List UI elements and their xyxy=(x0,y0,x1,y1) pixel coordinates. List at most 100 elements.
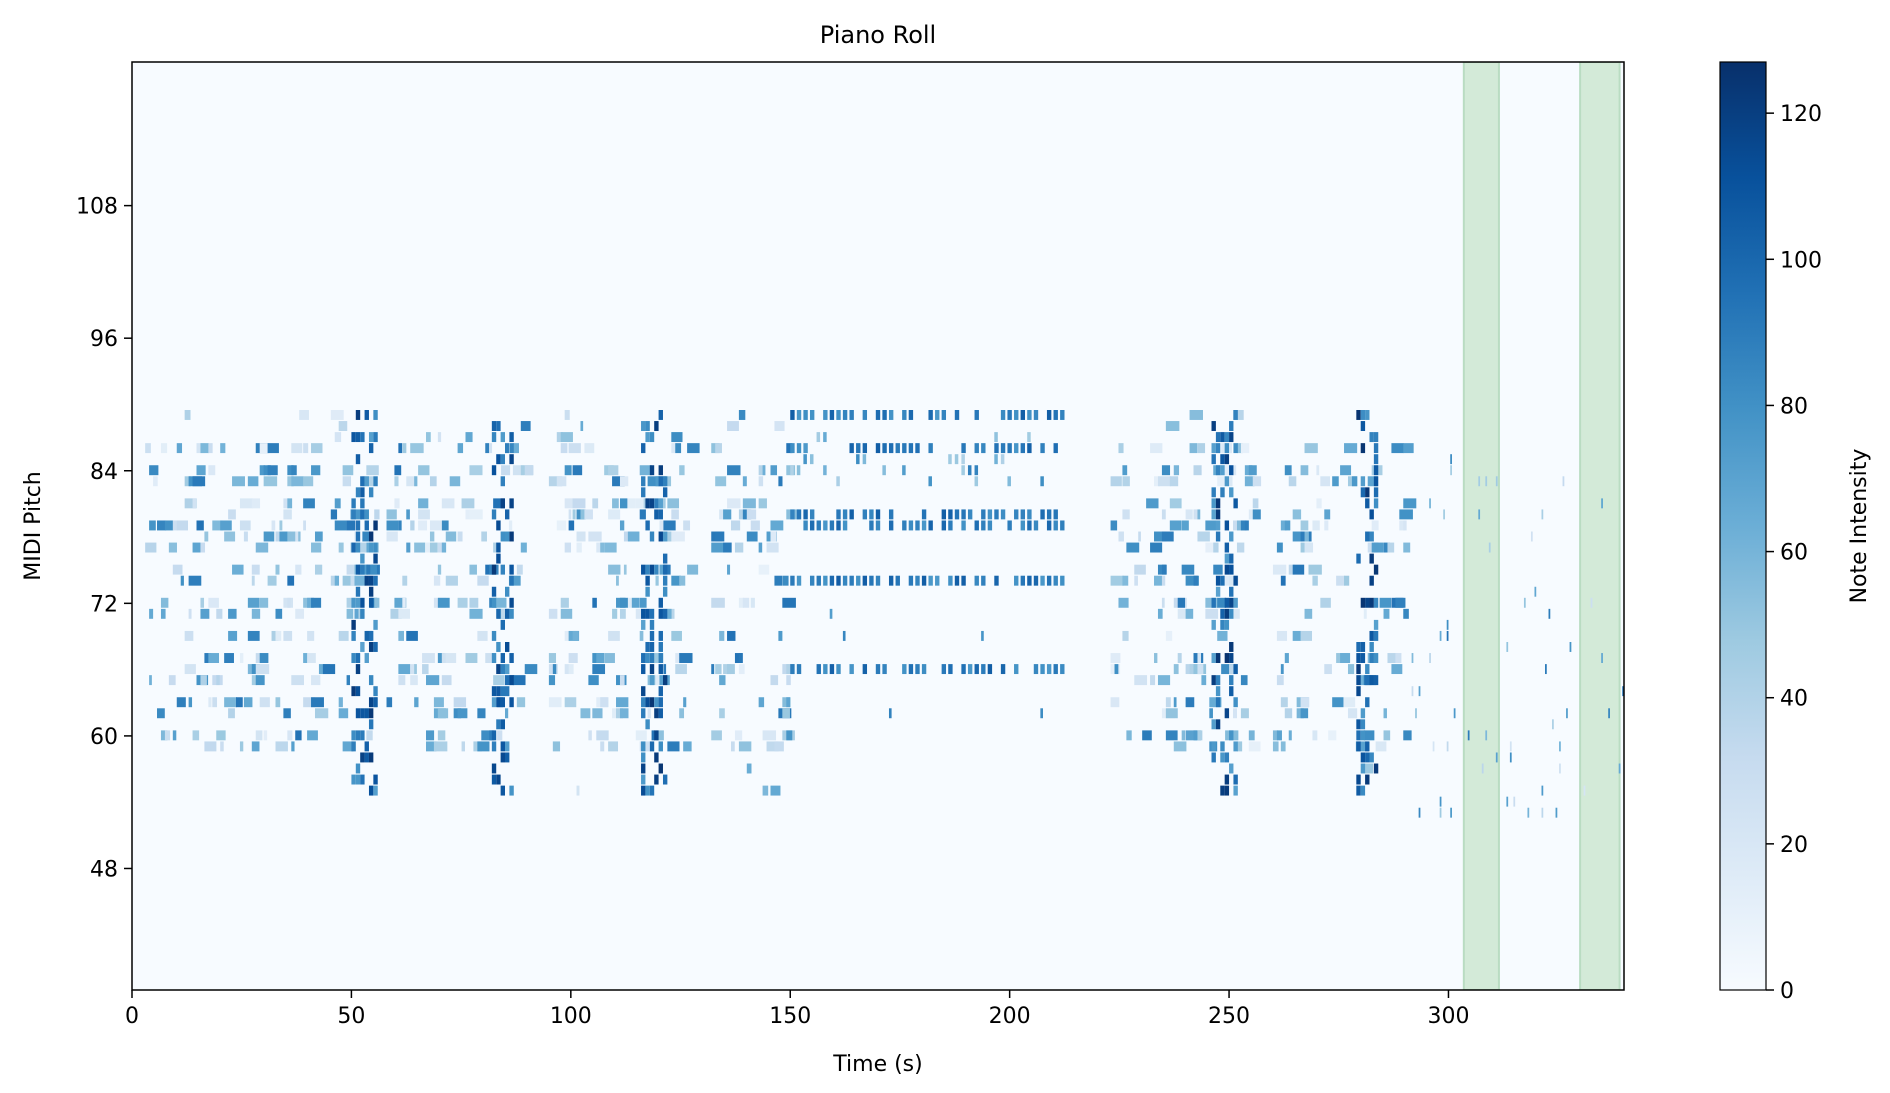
note-cell xyxy=(1365,597,1370,608)
note-cell xyxy=(746,763,752,774)
note-cell xyxy=(641,487,646,498)
note-cell xyxy=(816,575,821,586)
note-cell xyxy=(373,520,378,531)
note-cell xyxy=(1485,730,1488,741)
note-cell xyxy=(588,531,602,542)
note-cell xyxy=(662,774,668,785)
note-cell xyxy=(342,741,354,752)
note-cell xyxy=(564,465,572,476)
note-cell xyxy=(398,630,404,641)
note-cell xyxy=(368,531,374,542)
note-cell xyxy=(168,542,177,553)
note-cell xyxy=(935,410,940,420)
note-cell xyxy=(662,575,668,586)
note-cell xyxy=(437,542,445,553)
note-cell xyxy=(662,564,668,575)
note-cell xyxy=(1046,575,1052,586)
note-cell xyxy=(974,664,979,675)
note-cell xyxy=(1403,542,1411,553)
note-cell xyxy=(888,509,894,520)
note-cell xyxy=(220,741,224,752)
note-cell xyxy=(364,509,369,520)
note-cell xyxy=(1387,542,1395,553)
note-cell xyxy=(364,752,369,763)
note-cell xyxy=(311,443,323,454)
note-cell xyxy=(509,564,514,575)
note-cell xyxy=(803,443,808,454)
note-cell xyxy=(645,575,650,586)
note-cell xyxy=(1215,498,1221,509)
note-cell xyxy=(1360,597,1366,608)
note-cell xyxy=(496,608,501,619)
y-tick-label: 72 xyxy=(90,592,118,617)
note-cell xyxy=(1233,443,1238,454)
note-cell xyxy=(762,465,766,476)
note-cell xyxy=(1356,730,1361,741)
note-cell xyxy=(1007,443,1012,454)
note-cell xyxy=(592,498,599,509)
note-cell xyxy=(1134,675,1148,686)
note-cell xyxy=(355,542,361,553)
note-cell xyxy=(948,520,953,531)
note-cell xyxy=(283,498,289,509)
note-cell xyxy=(1046,509,1052,520)
note-cell xyxy=(500,653,505,663)
note-cell xyxy=(334,432,342,443)
note-cell xyxy=(1375,741,1387,752)
note-cell xyxy=(556,432,563,443)
note-cell xyxy=(364,520,369,531)
note-cell xyxy=(564,697,577,708)
note-cell xyxy=(364,575,369,586)
note-cell xyxy=(500,531,505,542)
note-cell xyxy=(1365,498,1370,509)
note-cell xyxy=(790,465,794,476)
note-cell xyxy=(715,476,727,487)
note-cell xyxy=(1211,509,1216,520)
note-cell xyxy=(967,664,973,675)
note-cell xyxy=(251,741,260,752)
note-cell xyxy=(635,608,642,619)
note-cell xyxy=(360,752,365,763)
note-cell xyxy=(1355,741,1369,752)
note-cell xyxy=(1173,465,1180,476)
note-cell xyxy=(663,531,675,542)
note-cell xyxy=(1215,509,1221,520)
note-cell xyxy=(1373,630,1379,641)
note-cell xyxy=(485,443,490,454)
note-cell xyxy=(1220,619,1225,630)
note-cell xyxy=(1276,675,1284,686)
note-cell xyxy=(809,575,815,586)
note-cell xyxy=(355,531,361,542)
note-cell xyxy=(738,653,743,663)
note-cell xyxy=(303,520,306,531)
note-cell xyxy=(279,531,292,542)
note-cell xyxy=(654,509,659,520)
note-cell xyxy=(1356,774,1361,785)
note-cell xyxy=(1336,575,1346,586)
note-cell xyxy=(1000,443,1006,454)
note-cell xyxy=(981,575,986,586)
note-cell xyxy=(311,697,324,708)
note-cell xyxy=(823,465,827,476)
note-cell xyxy=(1373,465,1379,476)
note-cell xyxy=(330,575,337,586)
note-cell xyxy=(263,531,275,542)
note-cell xyxy=(251,575,255,586)
note-cell xyxy=(1020,520,1026,531)
note-cell xyxy=(803,520,808,531)
note-cell xyxy=(160,730,168,741)
note-cell xyxy=(564,410,570,420)
note-cell xyxy=(608,509,621,520)
note-cell xyxy=(1272,730,1279,741)
note-cell xyxy=(1110,653,1121,663)
note-cell xyxy=(520,542,527,553)
note-cell xyxy=(1373,619,1379,630)
note-cell xyxy=(758,476,764,487)
note-cell xyxy=(366,730,373,741)
note-cell xyxy=(908,575,914,586)
note-cell xyxy=(368,708,374,719)
note-cell xyxy=(584,509,593,520)
note-cell xyxy=(974,465,979,476)
note-cell xyxy=(1324,664,1332,675)
note-cell xyxy=(616,708,624,719)
